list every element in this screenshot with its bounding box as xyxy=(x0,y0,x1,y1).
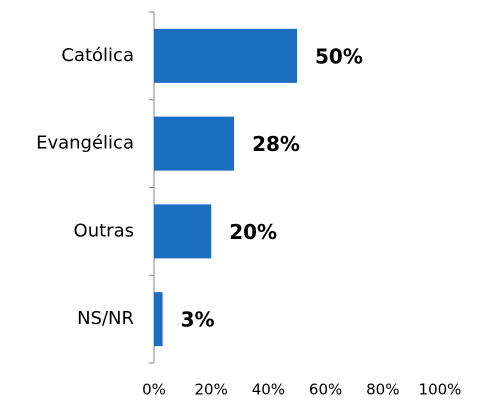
x-tick-label: 20% xyxy=(195,381,228,399)
x-tick-label: 0% xyxy=(142,381,166,399)
bar xyxy=(154,116,235,171)
x-tick-label: 100% xyxy=(419,381,462,399)
data-label: 50% xyxy=(315,44,363,68)
bar xyxy=(154,204,212,259)
x-tick-label: 60% xyxy=(309,381,342,399)
x-tick-label: 80% xyxy=(366,381,399,399)
y-tick-label: NS/NR xyxy=(77,308,134,329)
data-label: 28% xyxy=(252,132,300,156)
y-tick-label: Católica xyxy=(61,45,134,66)
y-tick-label: Outras xyxy=(74,220,134,241)
bar xyxy=(154,28,297,83)
y-tick-label: Evangélica xyxy=(36,133,134,154)
data-label: 20% xyxy=(229,220,277,244)
bar xyxy=(154,292,163,347)
x-tick-label: 40% xyxy=(252,381,285,399)
data-label: 3% xyxy=(181,308,215,332)
